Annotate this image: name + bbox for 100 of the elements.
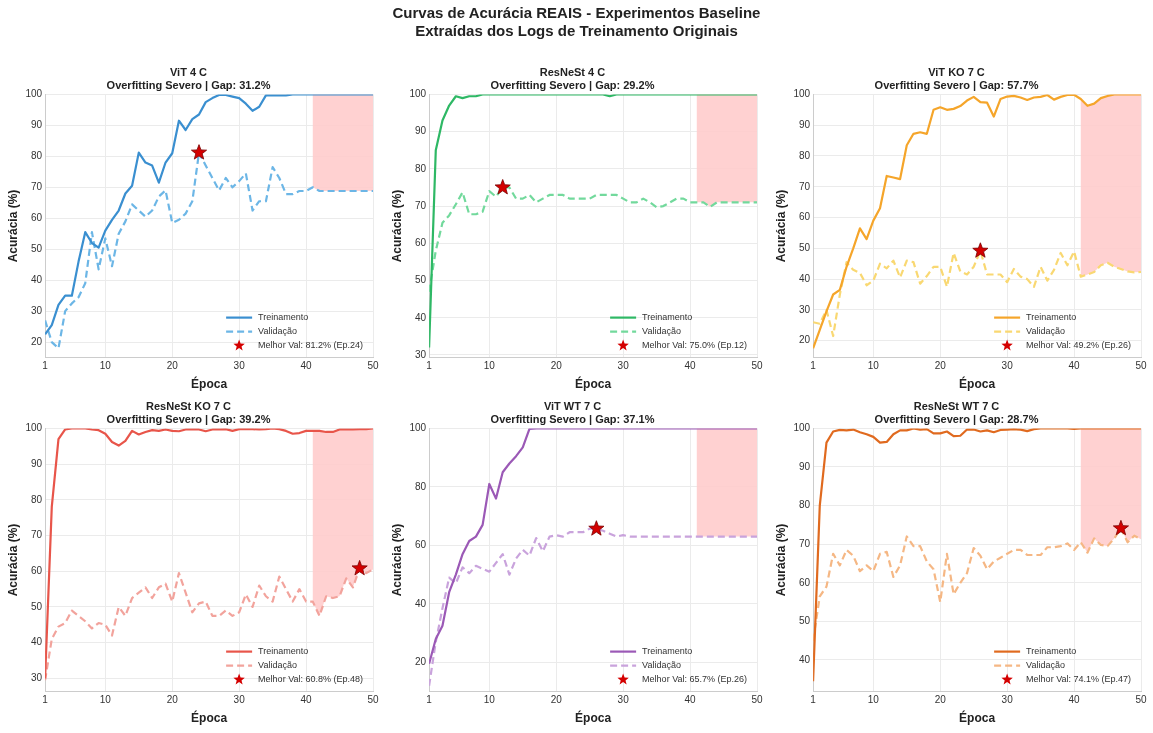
x-tick-label: 10 xyxy=(867,360,880,372)
x-tick-label: 30 xyxy=(233,360,246,372)
x-tick-label: 50 xyxy=(751,694,763,706)
x-tick-label: 10 xyxy=(99,360,112,372)
chart-subtitle: Overfitting Severo | Gap: 31.2% xyxy=(106,78,271,91)
y-tick-label: 80 xyxy=(414,162,427,174)
y-tick-label: 70 xyxy=(30,181,43,193)
x-axis-title: Época xyxy=(959,376,996,392)
y-tick-label: 40 xyxy=(414,597,427,609)
x-tick-label: 30 xyxy=(617,360,630,372)
y-tick-label: 100 xyxy=(409,88,427,100)
chart-subtitle: Overfitting Severo | Gap: 28.7% xyxy=(874,412,1039,425)
x-tick-label: 30 xyxy=(233,694,246,706)
legend-label: Treinamento xyxy=(258,312,309,323)
y-tick-label: 100 xyxy=(25,422,43,434)
y-tick-label: 60 xyxy=(414,539,427,551)
y-tick-label: 70 xyxy=(798,180,811,192)
x-axis-title: Época xyxy=(575,710,612,726)
y-tick-label: 60 xyxy=(798,576,811,588)
legend-label: Melhor Val: 81.2% (Ep.24) xyxy=(258,340,364,351)
x-tick-label: 30 xyxy=(1001,694,1014,706)
y-tick-label: 40 xyxy=(30,273,43,285)
y-tick-label: 100 xyxy=(793,422,811,434)
legend-label: Melhor Val: 65.7% (Ep.26) xyxy=(642,674,748,685)
legend-label: Validação xyxy=(642,660,681,671)
y-tick-label: 100 xyxy=(25,88,43,100)
x-tick-label: 40 xyxy=(300,360,313,372)
x-tick-label: 10 xyxy=(483,360,496,372)
legend-label: Melhor Val: 75.0% (Ep.12) xyxy=(642,340,748,351)
chart-subtitle: Overfitting Severo | Gap: 39.2% xyxy=(106,412,271,425)
y-tick-label: 40 xyxy=(798,272,811,284)
legend-label: Melhor Val: 60.8% (Ep.48) xyxy=(258,674,364,685)
chart-subtitle: Overfitting Severo | Gap: 37.1% xyxy=(490,412,655,425)
x-tick-label: 50 xyxy=(1135,360,1147,372)
legend-label: Melhor Val: 49.2% (Ep.26) xyxy=(1026,340,1132,351)
legend-label: Validação xyxy=(258,326,297,337)
legend-label: Treinamento xyxy=(1026,312,1077,323)
y-tick-label: 60 xyxy=(414,237,427,249)
chart-title: ViT WT 7 C xyxy=(543,399,602,412)
x-tick-label: 40 xyxy=(1068,694,1081,706)
y-tick-label: 80 xyxy=(414,480,427,492)
x-tick-label: 40 xyxy=(1068,360,1081,372)
x-tick-label: 1 xyxy=(42,360,49,372)
x-tick-label: 50 xyxy=(751,360,763,372)
chart-title: ViT KO 7 C xyxy=(928,65,985,78)
chart-subtitle: Overfitting Severo | Gap: 57.7% xyxy=(874,78,1039,91)
y-tick-label: 30 xyxy=(30,672,43,684)
y-axis-title: Acurácia (%) xyxy=(5,523,20,597)
y-tick-label: 70 xyxy=(798,537,811,549)
y-tick-label: 40 xyxy=(798,653,811,665)
y-tick-label: 70 xyxy=(30,529,43,541)
y-tick-label: 30 xyxy=(414,348,427,360)
y-tick-label: 60 xyxy=(30,565,43,576)
legend-label: Validação xyxy=(1026,660,1065,671)
y-axis-title: Acurácia (%) xyxy=(5,189,20,263)
legend-label: Treinamento xyxy=(258,646,309,657)
legend-label: Treinamento xyxy=(642,646,693,657)
y-tick-label: 90 xyxy=(414,125,427,137)
y-tick-label: 20 xyxy=(30,335,43,347)
y-tick-label: 80 xyxy=(30,150,43,162)
y-tick-label: 30 xyxy=(30,304,43,316)
x-tick-label: 50 xyxy=(367,360,379,372)
legend-label: Validação xyxy=(1026,326,1065,337)
chart-title: ViT 4 C xyxy=(169,65,208,78)
x-tick-label: 20 xyxy=(166,694,179,706)
y-tick-label: 50 xyxy=(30,600,43,612)
x-tick-label: 1 xyxy=(810,694,817,706)
legend-label: Validação xyxy=(258,660,297,671)
text: Extraídas dos Logs de Treinamento Originais xyxy=(414,22,739,40)
y-axis-title: Acurácia (%) xyxy=(773,523,788,597)
x-tick-label: 50 xyxy=(367,694,379,706)
y-tick-label: 80 xyxy=(798,149,811,161)
y-tick-label: 50 xyxy=(414,274,427,286)
x-tick-label: 10 xyxy=(483,694,496,706)
y-tick-label: 90 xyxy=(798,460,811,472)
y-tick-label: 100 xyxy=(409,422,427,434)
x-axis-title: Época xyxy=(575,376,612,392)
y-tick-label: 80 xyxy=(798,499,811,511)
y-tick-label: 90 xyxy=(30,457,43,469)
legend-label: Melhor Val: 74.1% (Ep.47) xyxy=(1026,674,1132,685)
x-tick-label: 20 xyxy=(550,360,563,372)
y-tick-label: 30 xyxy=(798,303,811,315)
y-tick-label: 50 xyxy=(798,615,811,627)
x-tick-label: 20 xyxy=(934,360,947,372)
y-tick-label: 20 xyxy=(798,334,811,346)
chart-subtitle: Overfitting Severo | Gap: 29.2% xyxy=(490,78,655,91)
x-tick-label: 40 xyxy=(300,694,313,706)
y-axis-title: Acurácia (%) xyxy=(389,189,404,263)
y-tick-label: 90 xyxy=(30,119,43,131)
x-tick-label: 40 xyxy=(684,360,697,372)
x-tick-label: 20 xyxy=(166,360,179,372)
y-tick-label: 60 xyxy=(30,212,43,224)
x-tick-label: 40 xyxy=(684,694,697,706)
y-tick-label: 20 xyxy=(414,656,427,668)
x-tick-label: 30 xyxy=(617,694,630,706)
y-tick-label: 90 xyxy=(798,118,811,130)
y-axis-title: Acurácia (%) xyxy=(389,523,404,597)
y-tick-label: 40 xyxy=(30,636,43,648)
legend-label: Validação xyxy=(642,326,681,337)
x-tick-label: 50 xyxy=(1135,694,1147,706)
